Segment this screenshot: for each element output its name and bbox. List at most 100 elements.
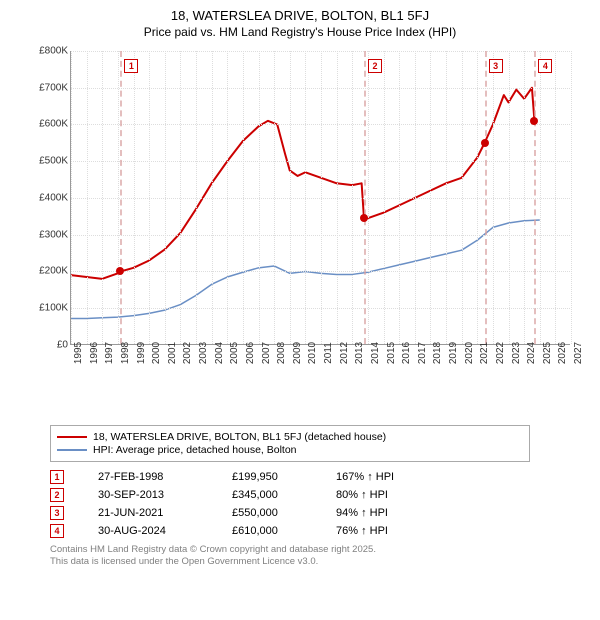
gridline-v — [462, 51, 463, 344]
y-axis-label: £700K — [28, 82, 68, 93]
gridline-v — [243, 51, 244, 344]
event-row-hpi: 76% ↑ HPI — [336, 525, 446, 537]
x-axis-label: 2026 — [557, 342, 568, 364]
event-point-2 — [360, 214, 368, 222]
x-axis-label: 2010 — [307, 342, 318, 364]
gridline-v — [399, 51, 400, 344]
event-row-box: 2 — [50, 488, 64, 502]
event-row-date: 30-AUG-2024 — [98, 525, 208, 537]
x-axis-label: 2007 — [261, 342, 272, 364]
x-axis-label: 2006 — [245, 342, 256, 364]
gridline-v — [337, 51, 338, 344]
legend-label-price: 18, WATERSLEA DRIVE, BOLTON, BL1 5FJ (de… — [93, 431, 386, 443]
x-axis-label: 1997 — [104, 342, 115, 364]
legend-swatch-price — [57, 436, 87, 438]
gridline-v — [212, 51, 213, 344]
gridline-v — [384, 51, 385, 344]
y-axis-label: £500K — [28, 156, 68, 167]
event-point-1 — [116, 267, 124, 275]
event-row-date: 30-SEP-2013 — [98, 489, 208, 501]
chart-subtitle: Price paid vs. HM Land Registry's House … — [10, 25, 590, 39]
gridline-v — [415, 51, 416, 344]
gridline-v — [571, 51, 572, 344]
gridline-v — [196, 51, 197, 344]
gridline-v — [274, 51, 275, 344]
x-axis-label: 2012 — [339, 342, 350, 364]
x-axis-label: 2002 — [182, 342, 193, 364]
gridline-v — [71, 51, 72, 344]
x-axis-label: 1999 — [136, 342, 147, 364]
footer-line2: This data is licensed under the Open Gov… — [50, 556, 550, 568]
plot-area: 1 2 3 4 — [70, 51, 570, 345]
x-axis-label: 2009 — [292, 342, 303, 364]
gridline-v — [509, 51, 510, 344]
x-axis-label: 2018 — [432, 342, 443, 364]
event-marker-1: 1 — [124, 59, 138, 73]
y-axis-label: £200K — [28, 266, 68, 277]
legend: 18, WATERSLEA DRIVE, BOLTON, BL1 5FJ (de… — [50, 425, 530, 462]
event-row-hpi: 94% ↑ HPI — [336, 507, 446, 519]
chart-title: 18, WATERSLEA DRIVE, BOLTON, BL1 5FJ — [10, 8, 590, 25]
event-row-2: 2 30-SEP-2013 £345,000 80% ↑ HPI — [50, 488, 590, 502]
x-axis-label: 2004 — [214, 342, 225, 364]
footer-line1: Contains HM Land Registry data © Crown c… — [50, 544, 550, 556]
event-row-1: 127-FEB-1998£199,950167% ↑ HPI — [50, 470, 590, 484]
x-axis-label: 2003 — [198, 342, 209, 364]
event-marker-3: 3 — [489, 59, 503, 73]
gridline-v — [118, 51, 119, 344]
event-row-hpi: 80% ↑ HPI — [336, 489, 446, 501]
gridline-v — [102, 51, 103, 344]
y-axis-label: £400K — [28, 192, 68, 203]
event-row-price: £345,000 — [232, 489, 312, 501]
x-axis-label: 2011 — [323, 342, 334, 364]
y-axis-label: £100K — [28, 303, 68, 314]
y-axis-label: £300K — [28, 229, 68, 240]
legend-swatch-hpi — [57, 449, 87, 451]
x-axis-label: 2023 — [511, 342, 522, 364]
events-table: 127-FEB-1998£199,950167% ↑ HPI230-SEP-20… — [50, 470, 590, 538]
x-axis-label: 2005 — [229, 342, 240, 364]
event-row-box: 3 — [50, 506, 64, 520]
event-point-4 — [530, 117, 538, 125]
gridline-v — [524, 51, 525, 344]
gridline-v — [87, 51, 88, 344]
x-axis-label: 2008 — [276, 342, 287, 364]
x-axis-label: 2025 — [542, 342, 553, 364]
event-row-price: £199,950 — [232, 471, 312, 483]
event-row-price: £610,000 — [232, 525, 312, 537]
series-line-price_paid — [71, 88, 534, 279]
gridline-v — [540, 51, 541, 344]
event-row-price: £550,000 — [232, 507, 312, 519]
legend-label-hpi: HPI: Average price, detached house, Bolt… — [93, 444, 297, 456]
legend-item-hpi: HPI: Average price, detached house, Bolt… — [57, 444, 523, 456]
gridline-v — [368, 51, 369, 344]
x-axis-label: 2001 — [167, 342, 178, 364]
x-axis-label: 2015 — [386, 342, 397, 364]
event-row-date: 21-JUN-2021 — [98, 507, 208, 519]
gridline-v — [352, 51, 353, 344]
y-axis-label: £800K — [28, 45, 68, 56]
gridline-v — [165, 51, 166, 344]
chart-container: 18, WATERSLEA DRIVE, BOLTON, BL1 5FJ Pri… — [0, 0, 600, 620]
gridline-v — [446, 51, 447, 344]
event-line-4 — [534, 51, 536, 344]
event-row-4: 430-AUG-2024£610,00076% ↑ HPI — [50, 524, 590, 538]
event-row-hpi: 167% ↑ HPI — [336, 471, 446, 483]
event-row-date: 27-FEB-1998 — [98, 471, 208, 483]
x-axis-label: 2019 — [448, 342, 459, 364]
x-axis-label: 2021 — [479, 342, 490, 364]
event-line-3 — [485, 51, 487, 344]
x-axis-label: 2020 — [464, 342, 475, 364]
gridline-v — [134, 51, 135, 344]
event-line-1 — [120, 51, 122, 344]
event-marker-4: 4 — [538, 59, 552, 73]
x-axis-label: 2022 — [495, 342, 506, 364]
legend-item-price: 18, WATERSLEA DRIVE, BOLTON, BL1 5FJ (de… — [57, 431, 523, 443]
x-axis-label: 2017 — [417, 342, 428, 364]
x-axis-label: 2027 — [573, 342, 584, 364]
event-marker-2: 2 — [368, 59, 382, 73]
event-line-2 — [364, 51, 366, 344]
gridline-v — [149, 51, 150, 344]
y-axis-label: £600K — [28, 119, 68, 130]
gridline-v — [227, 51, 228, 344]
